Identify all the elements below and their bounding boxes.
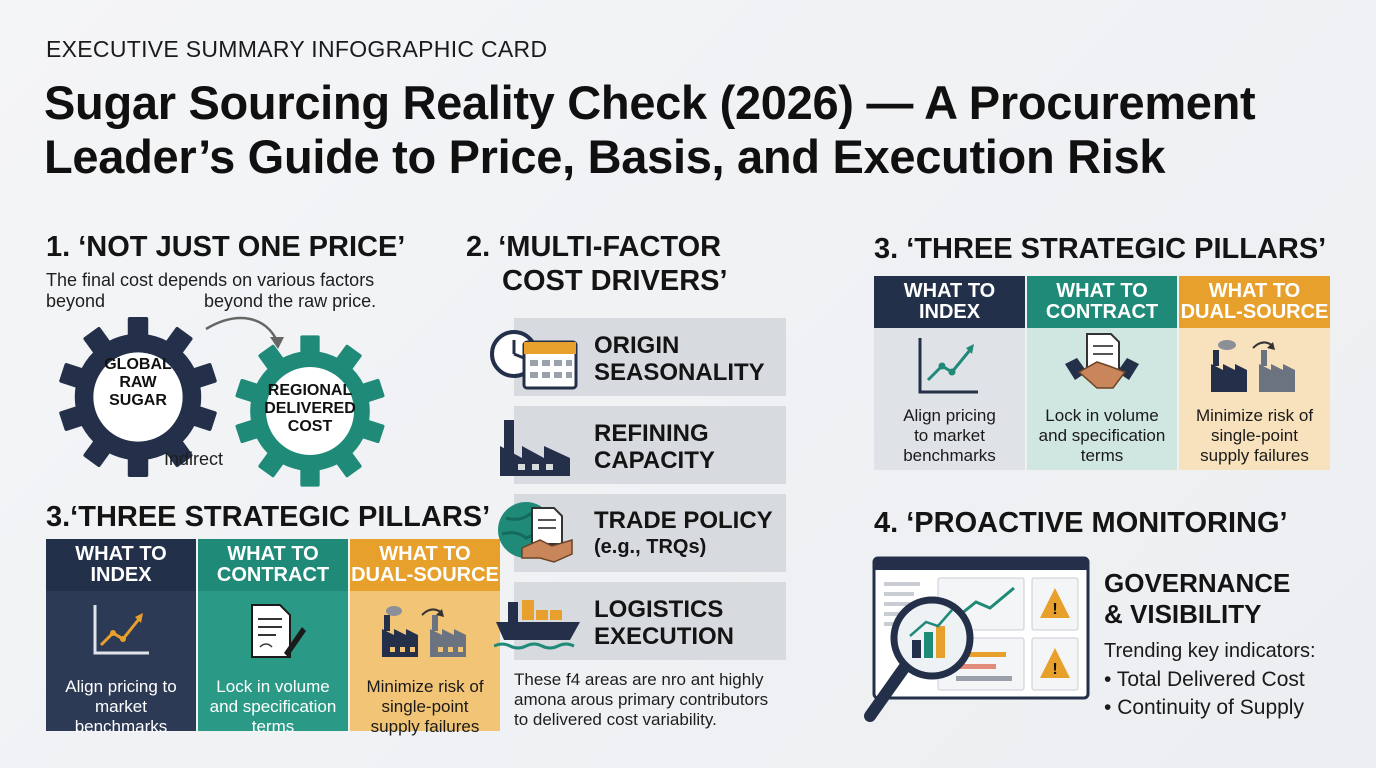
section1-desc-line2b: beyond the raw price. <box>204 291 377 311</box>
pillars-left-contract-column: WHAT TO CONTRACT Lock in volume and specif… <box>198 539 348 736</box>
section2-heading-line2: COST DRIVERS’ <box>502 265 728 297</box>
section4-heading: 4. ‘PROACTIVE MONITORING’ <box>874 507 1288 539</box>
pillars-right-heading: 3. ‘THREE STRATEGIC PILLARS’ <box>874 233 1327 265</box>
globe-handshake-icon <box>498 502 573 563</box>
svg-text:!: ! <box>1052 601 1057 618</box>
pillar-text: Lock in volume and specification terms <box>209 677 337 736</box>
svg-text:!: ! <box>1052 661 1057 678</box>
pillar-text: Minimize risk of single-point supply failu… <box>1195 406 1314 465</box>
trend-chart-icon <box>918 338 978 394</box>
list-item: • Continuity of Supply <box>1104 696 1304 719</box>
factory-icon <box>500 420 570 476</box>
pillar-header: WHAT TO CONTRACT <box>1027 276 1177 328</box>
gear-right-icon <box>235 335 385 487</box>
pillar-header: WHAT TO CONTRACT <box>198 539 348 591</box>
handshake-contract-icon <box>1065 333 1139 389</box>
page-title: Sugar Sourcing Reality Check (2026) — A … <box>44 76 1344 184</box>
section1-heading: 1. ‘NOT JUST ONE PRICE’ <box>46 231 406 263</box>
pillars-right-contract-column: WHAT TO CONTRACT Lock in volume and specif… <box>1027 276 1177 470</box>
governance-title: GOVERNANCE & VISIBILITY <box>1104 568 1291 629</box>
driver-refining-capacity: REFINING CAPACITY <box>514 406 786 484</box>
clock-calendar-icon <box>490 330 578 390</box>
gears-illustration <box>58 316 385 487</box>
title-line-1: Sugar Sourcing Reality Check (2026) — A … <box>44 76 1256 129</box>
section1-desc-line2a: beyond <box>46 291 106 311</box>
trend-chart-icon <box>93 605 149 655</box>
pillar-text: Lock in volume and specification terms <box>1038 406 1166 465</box>
pillar-text: Align pricing to market benchmarks <box>65 677 177 736</box>
section2-heading-line1: 2. ‘MULTI-FACTOR <box>466 231 722 263</box>
contract-pen-icon <box>251 604 306 658</box>
two-factories-icon <box>382 606 466 657</box>
pillar-header: WHAT TO INDEX <box>46 539 196 591</box>
pillars-right-index-column: WHAT TO INDEX Align pricing to market bench… <box>874 276 1025 470</box>
trend-label: Trending key indicators: <box>1104 640 1316 662</box>
pillars-left-index-column: WHAT TO INDEX Align pricing to market bench… <box>46 539 196 736</box>
gear-left-label: GLOBAL RAW SUGAR <box>104 356 172 409</box>
pillars-left-dual-source-column: WHAT TO DUAL-SOURCE Minimize risk of singl… <box>350 539 500 736</box>
gear-left-icon <box>58 317 218 477</box>
cargo-ship-icon <box>494 600 580 650</box>
pillars-left-heading: 3.‘THREE STRATEGIC PILLARS’ <box>46 501 491 533</box>
pillar-header: WHAT TO DUAL-SOURCE <box>1179 276 1330 328</box>
pillar-text: Align pricing to market benchmarks <box>903 406 996 465</box>
section1-desc-line1: The final cost depends on various factor… <box>46 270 375 290</box>
driver-logistics-execution: LOGISTICS EXECUTION <box>514 582 786 660</box>
pillar-header: WHAT TO INDEX <box>874 276 1025 328</box>
title-line-2: Leader’s Guide to Price, Basis, and Exec… <box>44 130 1166 183</box>
pillars-right-dual-source-column: WHAT TO DUAL-SOURCE Minimize risk of singl… <box>1179 276 1330 470</box>
pillar-header: WHAT TO DUAL-SOURCE <box>350 539 500 591</box>
section2-footnote: These f4 areas are nro ant highly amona … <box>514 670 769 729</box>
eyebrow-label: EXECUTIVE SUMMARY INFOGRAPHIC CARD <box>46 36 548 62</box>
connector-arrow <box>205 316 280 344</box>
dashboard-magnifier-icon: ! ! <box>864 556 1090 722</box>
connector-label: Indirect <box>164 449 224 469</box>
list-item: • Total Delivered Cost <box>1104 668 1305 691</box>
pillar-text: Minimize risk of single-point supply failu… <box>366 677 484 736</box>
connector-arrowhead <box>270 337 284 349</box>
gear-right-label: REGIONAL DELIVERED COST <box>264 382 356 435</box>
indicator-list: • Total Delivered Cost • Continuity of S… <box>1104 666 1305 722</box>
two-factories-icon <box>1211 340 1295 392</box>
